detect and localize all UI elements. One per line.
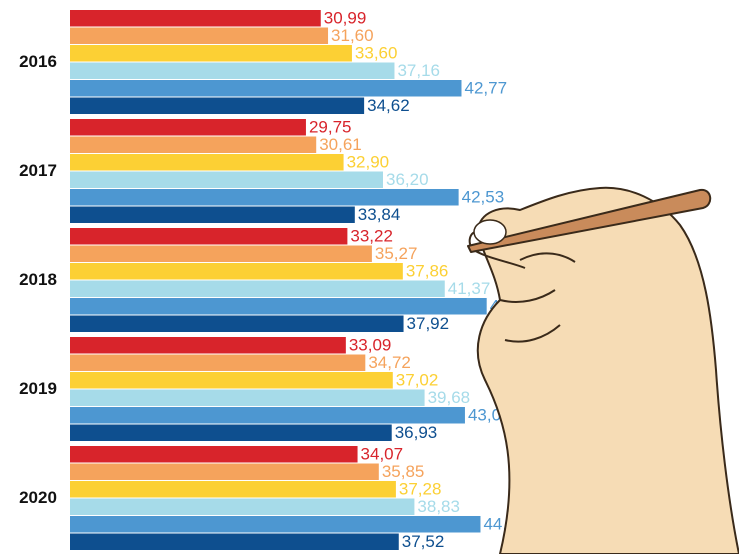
data-label: 37,92 bbox=[407, 314, 450, 333]
bar bbox=[70, 171, 383, 188]
y-tick-label: 2019 bbox=[19, 379, 57, 398]
data-label: 35,27 bbox=[375, 244, 418, 263]
data-label: 34,72 bbox=[368, 353, 411, 372]
y-tick-label: 2018 bbox=[19, 270, 57, 289]
bar bbox=[70, 498, 415, 515]
data-label: 34,07 bbox=[361, 445, 404, 464]
y-tick-label: 2020 bbox=[19, 488, 57, 507]
data-label: 39,68 bbox=[428, 388, 471, 407]
bar bbox=[70, 481, 396, 498]
bar bbox=[70, 389, 425, 406]
bar bbox=[70, 298, 487, 315]
data-label: 32,90 bbox=[347, 153, 390, 172]
data-label: 38,83 bbox=[417, 497, 460, 516]
data-label: 37,16 bbox=[397, 61, 440, 80]
data-label: 29,75 bbox=[309, 118, 352, 137]
data-label: 36,20 bbox=[386, 170, 429, 189]
bar bbox=[70, 354, 366, 371]
bar bbox=[70, 119, 306, 136]
data-label: 37,28 bbox=[399, 480, 442, 499]
bar bbox=[70, 80, 462, 97]
bar bbox=[70, 280, 445, 297]
bar bbox=[70, 97, 365, 114]
data-label: 37,52 bbox=[402, 532, 445, 551]
bar bbox=[70, 10, 321, 27]
bar bbox=[70, 136, 317, 153]
data-label: 42,53 bbox=[462, 188, 505, 207]
data-label: 37,02 bbox=[396, 371, 439, 390]
bar bbox=[70, 62, 395, 79]
data-label: 42,77 bbox=[464, 79, 507, 98]
data-label: 33,09 bbox=[349, 336, 392, 355]
data-label: 37,86 bbox=[406, 262, 449, 281]
bar bbox=[70, 337, 346, 354]
bar bbox=[70, 189, 459, 206]
bar bbox=[70, 228, 348, 245]
y-tick-label: 2017 bbox=[19, 161, 57, 180]
data-label: 30,99 bbox=[324, 9, 367, 28]
bar bbox=[70, 315, 404, 332]
bar bbox=[70, 446, 358, 463]
bar bbox=[70, 516, 481, 533]
bar bbox=[70, 245, 372, 262]
bar bbox=[70, 463, 379, 480]
data-label: 34,62 bbox=[367, 96, 410, 115]
bar bbox=[70, 206, 355, 223]
data-label: 41,37 bbox=[448, 279, 491, 298]
bar bbox=[70, 154, 344, 171]
bar bbox=[70, 533, 399, 550]
bar bbox=[70, 424, 392, 441]
data-label: 36,93 bbox=[395, 423, 438, 442]
hand-illustration bbox=[467, 186, 739, 554]
data-label: 31,60 bbox=[331, 26, 374, 45]
bar bbox=[70, 407, 465, 424]
data-label: 33,84 bbox=[358, 205, 401, 224]
y-tick-label: 2016 bbox=[19, 52, 57, 71]
bar bbox=[70, 45, 352, 62]
bar bbox=[70, 27, 329, 44]
data-label: 30,61 bbox=[319, 135, 362, 154]
data-label: 33,60 bbox=[355, 44, 398, 63]
data-label: 33,22 bbox=[350, 227, 393, 246]
data-label: 35,85 bbox=[382, 462, 425, 481]
bar bbox=[70, 372, 393, 389]
bar bbox=[70, 263, 403, 280]
